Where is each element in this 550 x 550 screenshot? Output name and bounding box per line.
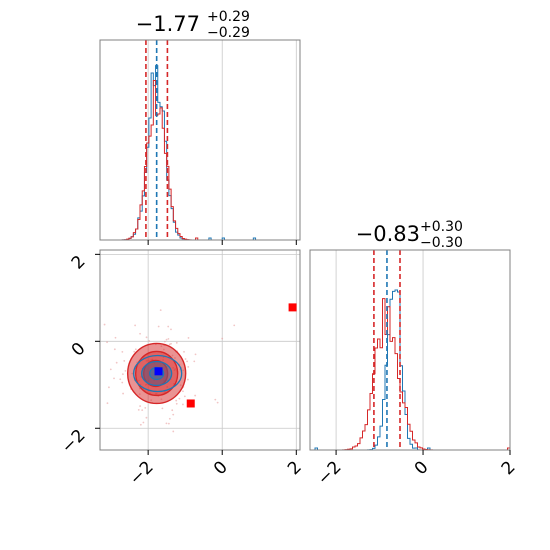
- scatter-point: [178, 397, 181, 400]
- scatter-point: [124, 369, 127, 372]
- x2-title: −0.83: [356, 222, 420, 246]
- x-tick-label: 0: [210, 457, 232, 479]
- scatter-point: [172, 430, 175, 433]
- x1-title-plus: +0.29: [207, 9, 250, 25]
- x-tick-label: 0: [411, 457, 433, 479]
- panel-x2-histogram: −2 0 2 −0.83 +0.30 −0.30: [309, 219, 520, 489]
- scatter-point: [175, 399, 178, 402]
- x-tick-label: 2: [284, 457, 306, 479]
- scatter-point: [141, 409, 144, 412]
- panel-2d-scatter: −2 0 2 −2 0 2: [58, 249, 306, 489]
- scatter-point: [144, 406, 147, 409]
- x-tick-label: −2: [314, 457, 346, 489]
- scatter-point: [122, 392, 124, 395]
- x1-histogram-red: [100, 80, 300, 241]
- scatter-point: [184, 358, 187, 360]
- scatter-point: [103, 323, 106, 326]
- scatter-point: [137, 408, 140, 411]
- scatter-point: [186, 360, 189, 363]
- scatter-point: [193, 360, 196, 363]
- scatter-point: [194, 353, 197, 356]
- scatter-point: [148, 340, 151, 342]
- scatter-point: [106, 341, 108, 344]
- x1-title: −1.77: [136, 12, 200, 36]
- red-square-marker: [288, 303, 297, 312]
- scatter-point: [139, 405, 142, 407]
- panel-x1-histogram: −1.77 +0.29 −0.29: [99, 9, 301, 245]
- scatter-point: [170, 342, 172, 345]
- red-square-marker: [186, 399, 195, 408]
- scatter-point: [133, 350, 136, 353]
- scatter-point: [167, 325, 170, 328]
- y-tick-label: 2: [68, 252, 90, 274]
- scatter-point: [182, 390, 184, 393]
- scatter-point: [108, 386, 110, 389]
- scatter-point: [119, 378, 122, 381]
- scatter-point: [167, 337, 170, 340]
- scatter-point: [165, 422, 168, 425]
- scatter-point: [134, 348, 137, 351]
- scatter-point: [109, 368, 112, 371]
- x1-histogram-blue: [100, 65, 300, 241]
- scatter-point: [233, 324, 236, 327]
- scatter-point: [194, 394, 197, 397]
- scatter-point: [175, 341, 178, 344]
- blue-contour-outer: [133, 354, 183, 393]
- scatter-point: [121, 350, 124, 353]
- scatter-point: [163, 340, 166, 343]
- scatter-point: [145, 336, 148, 339]
- panel-2d-frame: [99, 249, 301, 451]
- scatter-point: [172, 413, 175, 416]
- panel-x1-frame: [99, 39, 301, 241]
- panel-x2-frame: [309, 249, 511, 451]
- scatter-point: [167, 422, 170, 425]
- x-tick-label: −2: [126, 457, 158, 489]
- scatter-point: [183, 350, 185, 353]
- scatter-point: [171, 409, 174, 412]
- x-tick-label: 2: [498, 457, 520, 479]
- scatter-point: [157, 325, 160, 328]
- scatter-point: [106, 402, 109, 405]
- scatter-point: [187, 337, 190, 339]
- scatter-point: [113, 348, 116, 351]
- x2-title-minus: −0.30: [420, 235, 463, 251]
- scatter-point: [183, 395, 186, 398]
- scatter-point: [114, 336, 117, 339]
- scatter-point: [139, 332, 141, 335]
- scatter-point: [182, 403, 184, 406]
- scatter-point: [221, 337, 224, 340]
- scatter-point: [123, 360, 126, 362]
- scatter-point: [186, 378, 189, 381]
- scatter-point: [214, 398, 217, 401]
- scatter-point: [161, 407, 164, 410]
- scatter-point: [170, 328, 172, 331]
- scatter-point: [175, 402, 178, 405]
- scatter-point: [216, 401, 219, 404]
- scatter-point: [168, 343, 171, 346]
- scatter-point: [145, 416, 148, 419]
- x1-title-minus: −0.29: [207, 25, 250, 41]
- scatter-point: [139, 423, 142, 426]
- y-tick-label: 0: [68, 339, 90, 361]
- scatter-point: [159, 309, 162, 312]
- scatter-point: [168, 417, 171, 420]
- scatter-point: [187, 366, 190, 368]
- scatter-point: [115, 361, 118, 364]
- scatter-point: [113, 377, 115, 380]
- x2-title-plus: +0.30: [420, 219, 463, 235]
- scatter-point: [121, 381, 124, 384]
- scatter-point: [165, 338, 168, 341]
- scatter-point: [142, 421, 145, 424]
- y-tick-label: −2: [58, 426, 90, 458]
- blue-square-marker: [154, 367, 163, 376]
- x2-histogram-red: [310, 298, 511, 451]
- scatter-point: [121, 373, 124, 376]
- scatter-point: [134, 324, 137, 327]
